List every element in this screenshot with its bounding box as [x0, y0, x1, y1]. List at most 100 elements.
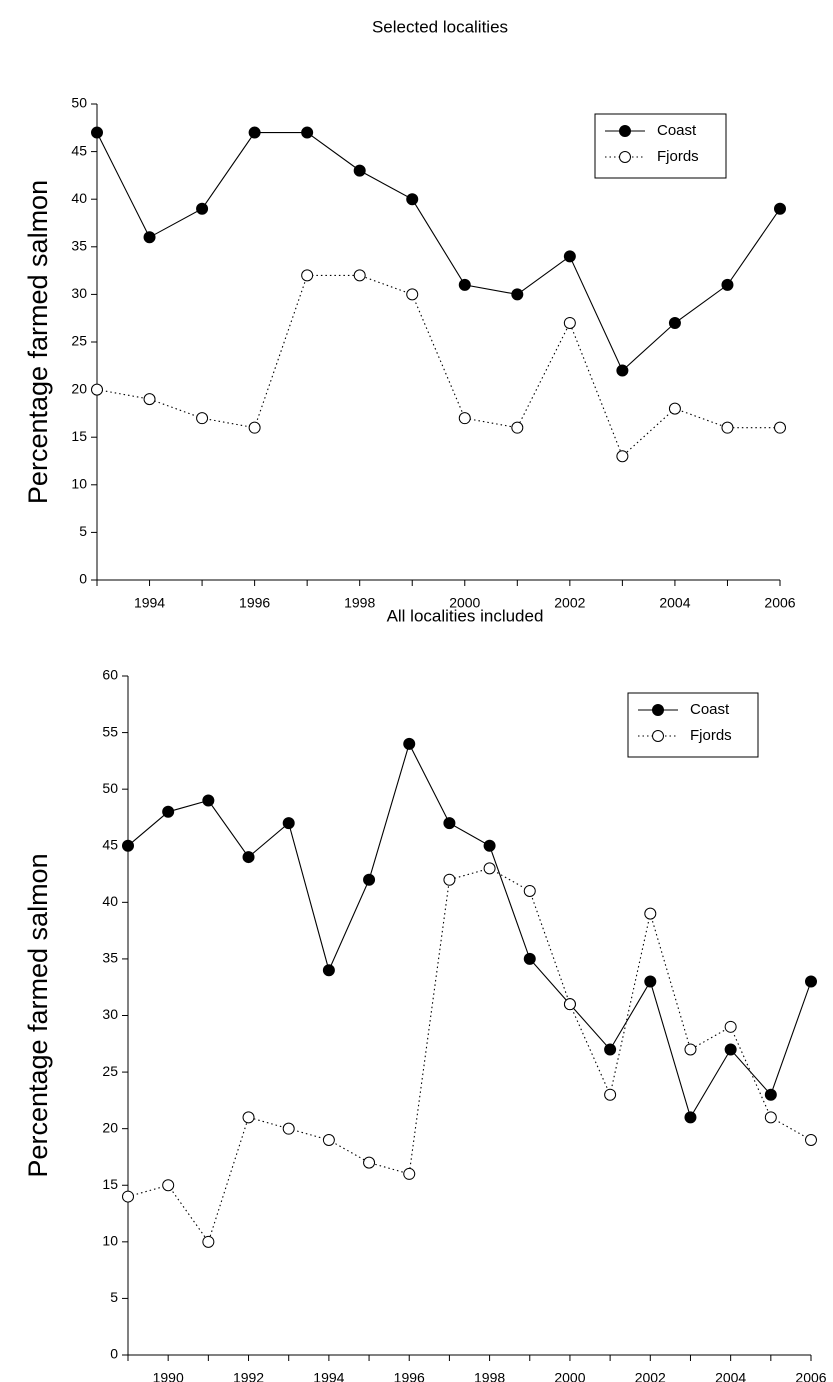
y-tick-label: 30 — [102, 1006, 118, 1022]
y-tick-label: 35 — [102, 950, 118, 966]
data-point-fjords — [301, 269, 314, 282]
data-point-coast — [511, 288, 524, 301]
data-point-fjords — [322, 1133, 335, 1146]
data-point-fjords — [805, 1133, 817, 1146]
data-point-coast — [684, 1111, 697, 1124]
data-point-fjords — [483, 862, 496, 875]
data-point-fjords — [406, 288, 419, 301]
y-tick-label: 50 — [71, 95, 87, 111]
data-point-coast — [724, 1043, 737, 1056]
data-point-fjords — [363, 1156, 376, 1169]
y-tick-label: 40 — [102, 893, 118, 909]
data-point-coast — [483, 839, 496, 852]
data-point-fjords — [282, 1122, 295, 1135]
data-point-coast — [322, 964, 335, 977]
data-point-coast — [363, 873, 376, 886]
x-tick-label: 2000 — [449, 595, 480, 611]
y-tick-label: 0 — [79, 571, 87, 587]
x-tick-label: 2000 — [554, 1370, 585, 1382]
x-tick-label: 2004 — [715, 1370, 746, 1382]
y-tick-label: 60 — [102, 667, 118, 683]
chart-panel-2: All localities included Percentage farmed… — [23, 606, 827, 1382]
data-point-fjords — [403, 1167, 416, 1180]
data-point-coast — [353, 164, 366, 177]
data-point-fjords — [604, 1088, 617, 1101]
y-tick-label: 0 — [110, 1346, 118, 1362]
data-point-coast — [616, 364, 629, 377]
chart-panel-1: Selected localities Percentage farmed sal… — [23, 17, 796, 610]
data-point-coast — [403, 737, 416, 750]
x-tick-label: 2002 — [554, 595, 585, 611]
data-point-coast — [668, 316, 681, 329]
x-tick-label: 1990 — [153, 1370, 184, 1382]
data-point-fjords — [721, 421, 734, 434]
data-point-coast — [644, 975, 657, 988]
x-tick-label: 2002 — [635, 1370, 666, 1382]
data-point-fjords — [202, 1235, 215, 1248]
data-point-fjords — [668, 402, 681, 415]
data-point-fjords — [196, 412, 209, 425]
y-tick-label: 25 — [71, 333, 87, 349]
data-point-fjords — [523, 885, 536, 898]
x-tick-label: 1992 — [233, 1370, 264, 1382]
legend-label-fjords: Fjords — [690, 727, 732, 744]
data-point-coast — [805, 975, 817, 988]
legend-box — [627, 692, 759, 758]
data-point-coast — [91, 126, 103, 139]
y-tick-label: 15 — [71, 428, 87, 444]
data-point-coast — [282, 817, 295, 830]
legend-marker-fjords — [619, 151, 631, 163]
data-point-fjords — [162, 1179, 175, 1192]
data-point-coast — [563, 250, 576, 263]
data-point-coast — [196, 202, 209, 215]
legend-label-coast: Coast — [690, 701, 730, 718]
data-point-fjords — [644, 907, 657, 920]
y-tick-label: 45 — [71, 142, 87, 158]
data-point-fjords — [764, 1111, 777, 1124]
y-tick-label: 40 — [71, 190, 87, 206]
data-point-coast — [604, 1043, 617, 1056]
data-point-fjords — [511, 421, 524, 434]
data-point-fjords — [684, 1043, 697, 1056]
chart-title: All localities included — [387, 606, 544, 625]
data-point-fjords — [242, 1111, 255, 1124]
data-point-fjords — [563, 998, 576, 1011]
data-point-fjords — [143, 393, 156, 406]
series-line-coast — [96, 132, 781, 372]
data-point-coast — [162, 805, 175, 818]
x-tick-label: 1998 — [474, 1370, 505, 1382]
x-tick-label: 2006 — [795, 1370, 826, 1382]
y-tick-label: 10 — [71, 476, 87, 492]
x-tick-label: 1998 — [344, 595, 375, 611]
y-tick-label: 15 — [102, 1176, 118, 1192]
y-tick-label: 20 — [102, 1119, 118, 1135]
y-tick-label: 10 — [102, 1233, 118, 1249]
x-tick-label: 1996 — [239, 595, 270, 611]
data-point-coast — [202, 794, 215, 807]
chart-title: Selected localities — [372, 17, 508, 36]
data-point-coast — [523, 952, 536, 965]
data-point-coast — [721, 278, 734, 291]
y-tick-label: 30 — [71, 285, 87, 301]
legend-marker-coast — [619, 125, 631, 137]
series-line-coast — [127, 742, 812, 1119]
y-tick-label: 35 — [71, 238, 87, 254]
data-point-fjords — [458, 412, 471, 425]
series-line-fjords — [127, 867, 812, 1244]
x-tick-label: 1996 — [394, 1370, 425, 1382]
y-tick-label: 5 — [79, 523, 87, 539]
data-point-fjords — [91, 383, 103, 396]
data-point-coast — [301, 126, 314, 139]
y-tick-label: 5 — [110, 1289, 118, 1305]
data-point-coast — [774, 202, 786, 215]
data-point-coast — [143, 231, 156, 244]
legend-marker-fjords — [652, 730, 664, 742]
y-tick-label: 45 — [102, 836, 118, 852]
legend: Coast Fjords — [627, 692, 759, 758]
data-point-fjords — [122, 1190, 134, 1203]
data-point-fjords — [724, 1020, 737, 1033]
data-point-coast — [122, 839, 134, 852]
data-point-coast — [458, 278, 471, 291]
